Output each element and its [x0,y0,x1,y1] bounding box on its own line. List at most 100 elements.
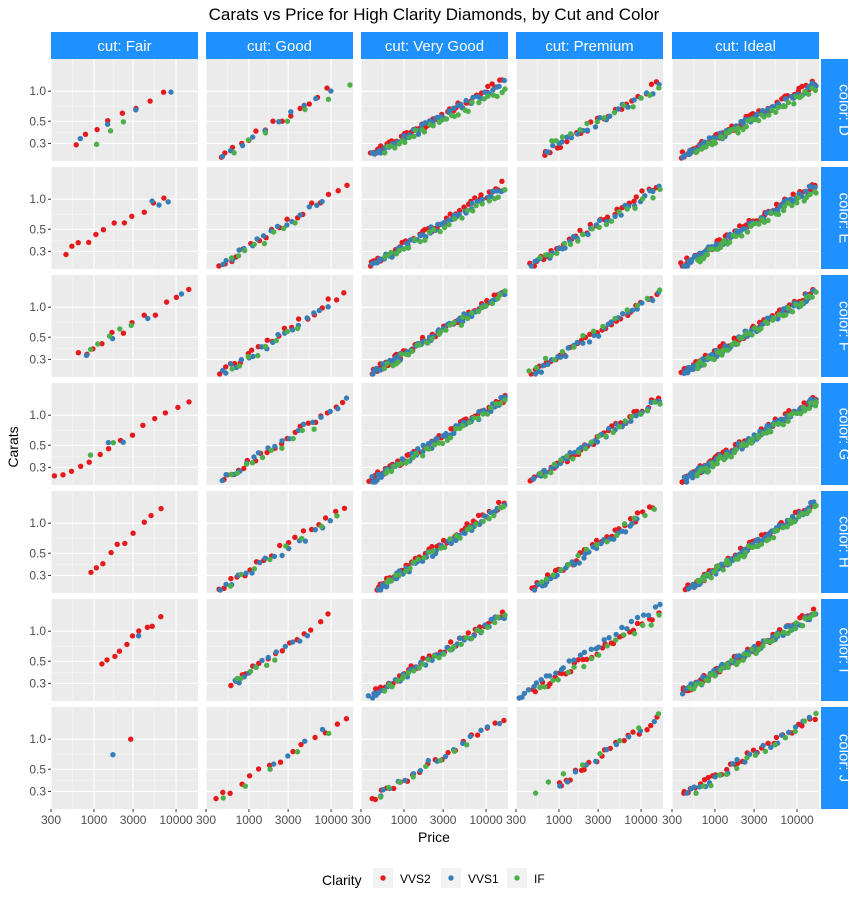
point-if [749,544,756,550]
panel-4-2 [360,491,508,593]
point-vvs2 [341,505,348,511]
point-if [502,86,508,92]
point-vvs1 [467,733,473,740]
point-if [464,315,471,322]
point-vvs1 [474,198,481,205]
point-vvs2 [163,299,170,305]
point-if [591,328,597,334]
point-vvs1 [312,527,318,533]
point-if [294,749,301,755]
point-if [624,206,630,212]
point-if [614,532,620,539]
point-vvs1 [120,439,126,445]
point-if [603,433,609,439]
panel-background [516,167,663,269]
point-if [796,514,802,520]
point-if [785,418,791,424]
x-tick-label: 300 [41,813,61,827]
point-vvs1 [722,343,729,349]
point-if [430,123,436,129]
point-vvs1 [736,653,742,659]
point-if [378,794,384,800]
point-if [723,771,730,778]
points-4-0 [88,505,164,576]
point-if [771,315,777,321]
point-if [261,240,268,247]
point-if [795,195,801,201]
point-if [396,572,403,578]
point-if [268,447,274,453]
point-if [798,410,804,417]
point-if [325,96,332,103]
point-if [231,150,237,156]
point-if [537,684,543,690]
point-if [249,460,256,466]
panel-background [51,383,198,485]
point-vvs2 [773,734,780,741]
point-if [262,343,269,350]
point-vvs2 [160,89,167,95]
point-if [228,471,234,478]
point-vvs1 [260,233,267,239]
point-vvs2 [631,198,637,204]
point-if [537,470,543,477]
point-if [741,651,747,657]
point-if [395,359,401,365]
point-vvs1 [652,604,659,610]
point-vvs1 [496,83,502,90]
point-if [460,314,466,320]
point-vvs2 [116,648,123,654]
point-if [760,643,766,649]
x-tick-label: 3000 [275,813,302,827]
point-if [543,576,550,582]
point-if [749,646,755,652]
point-vvs2 [633,194,639,200]
point-if [502,397,508,403]
point-if [801,408,808,414]
points-2-0 [75,286,192,359]
point-vvs1 [613,741,620,748]
strip-side-0 [821,59,848,161]
point-if [347,82,353,88]
points-5-1 [228,611,331,689]
points-0-2 [367,77,508,157]
point-vvs2 [341,290,347,296]
point-if [621,521,628,527]
point-if [739,233,745,239]
x-tick-label: 300 [196,813,216,827]
point-if [460,422,466,429]
point-vvs2 [300,528,307,534]
point-if [396,247,402,254]
point-vvs1 [304,315,310,321]
point-vvs1 [528,263,535,269]
panel-1-2 [360,167,508,269]
point-if [616,424,623,430]
legend-key-vvs2 [380,875,386,881]
point-vvs2 [148,512,154,519]
point-vvs1 [697,250,703,256]
strip-side-3 [821,383,848,485]
point-vvs1 [571,657,577,663]
point-if [600,323,606,330]
point-if [475,308,482,315]
panel-1-3 [515,167,663,269]
point-vvs1 [407,237,414,243]
point-if [612,315,618,322]
point-if [405,245,412,251]
point-vvs2 [82,131,89,137]
point-if [259,454,266,461]
point-if [771,421,777,427]
point-vvs1 [639,300,645,306]
point-vvs1 [620,311,626,317]
point-if [488,405,494,411]
point-if [583,445,589,452]
point-if [549,138,555,144]
point-if [389,684,395,690]
point-vvs2 [644,727,650,733]
point-if [575,552,581,559]
point-if [473,521,479,527]
point-if [617,738,623,744]
points-2-4 [678,286,819,376]
point-if [429,335,435,342]
point-vvs1 [313,95,319,102]
